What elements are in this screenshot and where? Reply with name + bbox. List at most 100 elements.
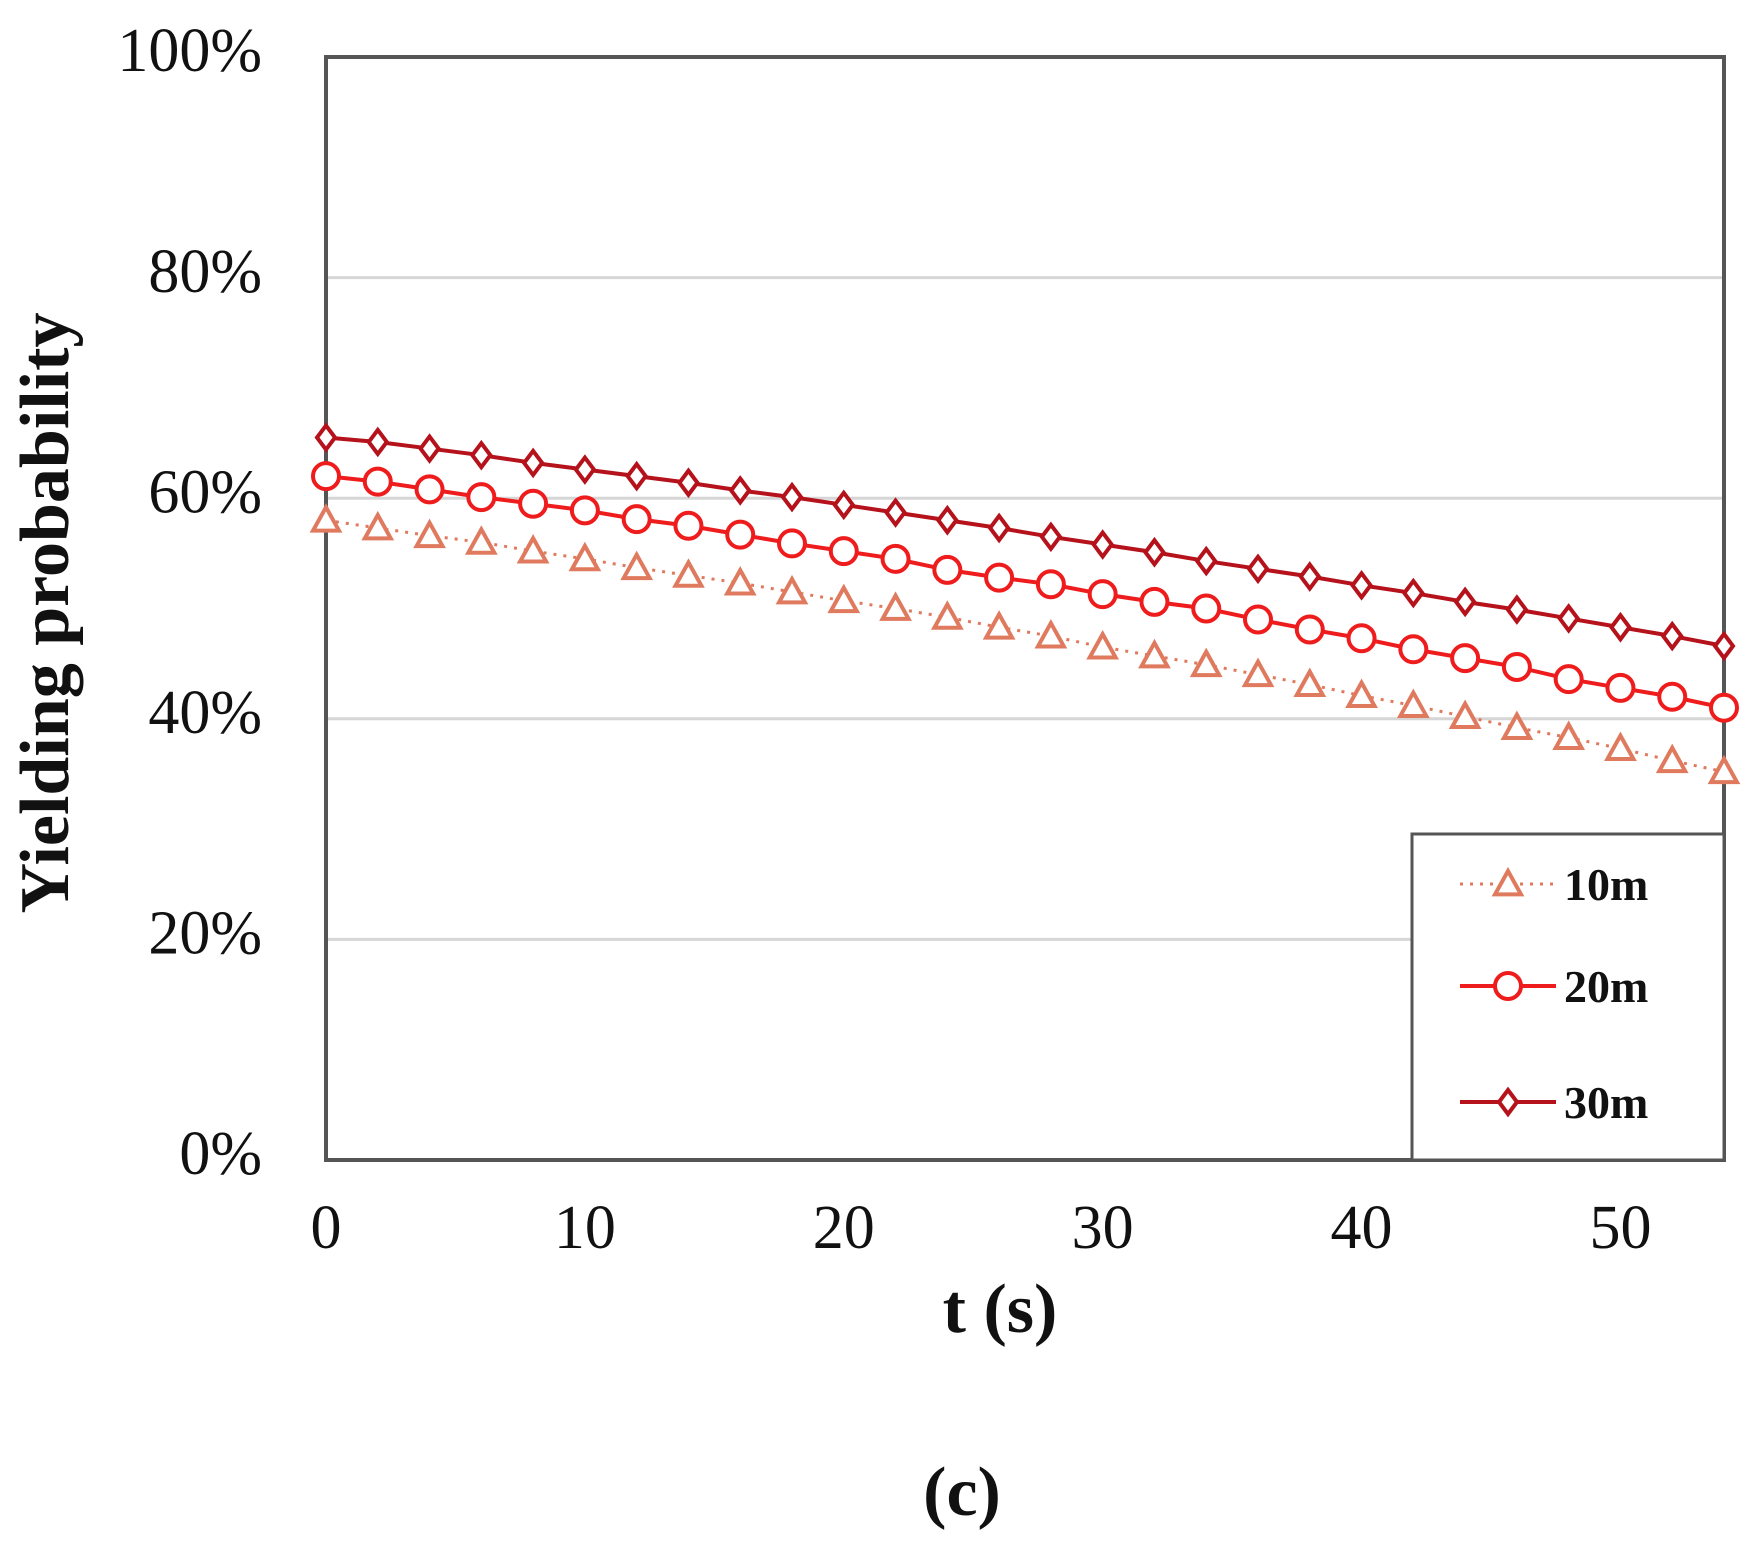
series-10m <box>309 503 1741 785</box>
data-point-30m <box>1660 620 1684 652</box>
data-point-10m <box>568 541 602 572</box>
data-point-20m <box>1398 634 1429 665</box>
data-point-10m <box>1293 667 1327 698</box>
plot-area-frame <box>324 55 1726 1162</box>
data-point-20m <box>1709 692 1739 723</box>
legend-marker-10m <box>1491 866 1525 897</box>
data-point-30m <box>832 489 856 521</box>
series-30m <box>314 422 1736 662</box>
data-point-10m <box>827 583 861 614</box>
data-point-10m <box>1552 720 1586 750</box>
y-tick-label: 40% <box>148 679 262 747</box>
data-point-30m <box>935 504 959 536</box>
data-point-30m <box>1298 561 1322 592</box>
data-point-30m <box>1505 594 1529 625</box>
data-point-10m <box>1707 754 1741 785</box>
data-point-10m <box>1086 629 1120 660</box>
data-point-30m <box>366 426 390 458</box>
x-axis-title: t (s) <box>943 1271 1058 1348</box>
x-tick-label: 40 <box>1331 1194 1393 1262</box>
data-point-20m <box>777 528 807 559</box>
data-point-10m <box>516 534 550 564</box>
data-point-10m <box>413 518 446 549</box>
data-point-20m <box>1450 643 1481 674</box>
data-point-30m <box>469 439 493 471</box>
legend-marker-30m <box>1496 1086 1520 1118</box>
data-point-20m <box>466 482 497 513</box>
series-line-30m <box>325 435 1725 648</box>
data-point-30m <box>780 481 804 513</box>
data-point-10m <box>1448 699 1482 729</box>
data-point-10m <box>1189 647 1223 678</box>
y-axis-title: Yielding probability <box>7 313 84 914</box>
data-point-30m <box>884 497 908 528</box>
data-point-30m <box>1142 536 1166 568</box>
data-point-20m <box>1294 614 1325 645</box>
data-point-10m <box>1604 731 1637 761</box>
x-axis-ticks: 0 10 20 30 40 50 <box>311 1194 1652 1262</box>
data-point-30m <box>1246 553 1270 585</box>
y-tick-label: 20% <box>148 900 262 968</box>
data-point-30m <box>1608 611 1632 643</box>
legend-marker-20m <box>1493 971 1523 1001</box>
data-point-10m <box>879 591 912 621</box>
data-point-30m <box>1453 586 1477 618</box>
data-point-20m <box>311 461 341 492</box>
data-point-10m <box>1241 657 1275 688</box>
data-point-10m <box>361 510 395 541</box>
legend-label-30m: 30m <box>1564 1077 1648 1128</box>
data-point-20m <box>1087 579 1118 610</box>
data-point-20m <box>518 488 549 519</box>
y-tick-label: 100% <box>117 17 262 85</box>
data-point-10m <box>1655 743 1689 774</box>
y-axis-ticks: 0% 20% 40% 60% 80% 100% <box>117 17 262 1188</box>
data-point-10m <box>464 525 498 555</box>
data-point-10m <box>1345 678 1378 709</box>
data-point-20m <box>414 474 445 505</box>
data-point-30m <box>1091 529 1115 560</box>
x-tick-label: 30 <box>1072 1194 1134 1262</box>
data-point-10m <box>672 558 705 588</box>
series-line-20m <box>325 474 1725 710</box>
data-point-20m <box>725 519 756 550</box>
legend: 10m 20m 30m <box>1410 832 1726 1162</box>
series-20m <box>311 461 1739 723</box>
y-tick-label: 80% <box>148 238 262 306</box>
x-tick-label: 0 <box>311 1194 342 1262</box>
data-point-10m <box>775 574 809 605</box>
data-point-30m <box>987 512 1011 544</box>
data-point-20m <box>828 536 859 567</box>
data-point-30m <box>314 422 338 453</box>
data-point-20m <box>1605 672 1636 703</box>
data-point-30m <box>676 467 700 499</box>
data-point-20m <box>1035 569 1066 600</box>
data-point-30m <box>573 454 597 485</box>
data-point-30m <box>521 447 545 479</box>
data-point-20m <box>362 466 393 497</box>
data-point-20m <box>1346 623 1377 654</box>
legend-box <box>1410 832 1726 1162</box>
data-point-20m <box>673 510 704 541</box>
data-point-20m <box>932 554 963 585</box>
data-point-20m <box>1501 651 1532 682</box>
data-point-20m <box>1243 604 1273 635</box>
figure-caption: (c) <box>923 1454 1001 1531</box>
data-point-10m <box>1034 618 1068 649</box>
data-point-10m <box>930 600 964 630</box>
data-point-30m <box>625 460 649 492</box>
legend-label-20m: 20m <box>1564 961 1648 1012</box>
data-point-20m <box>1139 586 1170 617</box>
data-point-30m <box>418 433 442 464</box>
data-point-10m <box>309 503 343 533</box>
data-point-20m <box>1191 593 1222 624</box>
data-point-30m <box>1039 521 1063 553</box>
data-point-30m <box>1712 630 1736 662</box>
data-point-10m <box>620 550 654 581</box>
data-point-20m <box>984 562 1015 593</box>
data-point-10m <box>1396 688 1430 718</box>
data-point-10m <box>1138 638 1171 669</box>
data-point-30m <box>1350 570 1374 601</box>
data-point-10m <box>723 566 757 596</box>
x-tick-label: 10 <box>554 1194 616 1262</box>
